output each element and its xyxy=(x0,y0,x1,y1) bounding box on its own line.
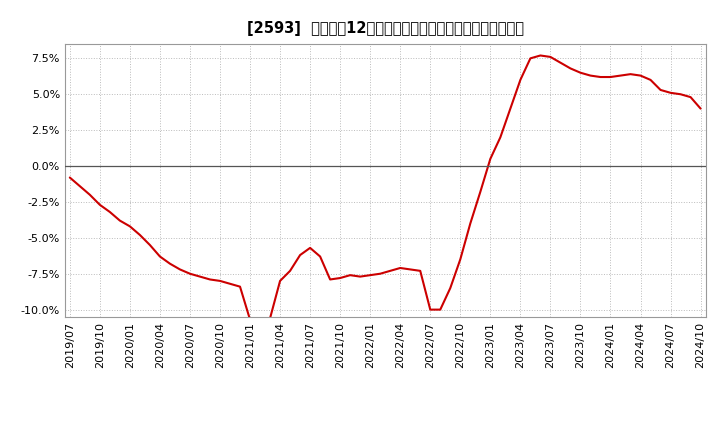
Title: [2593]  売上高の12か月移動合計の対前年同期増減率の推移: [2593] 売上高の12か月移動合計の対前年同期増減率の推移 xyxy=(247,21,523,36)
